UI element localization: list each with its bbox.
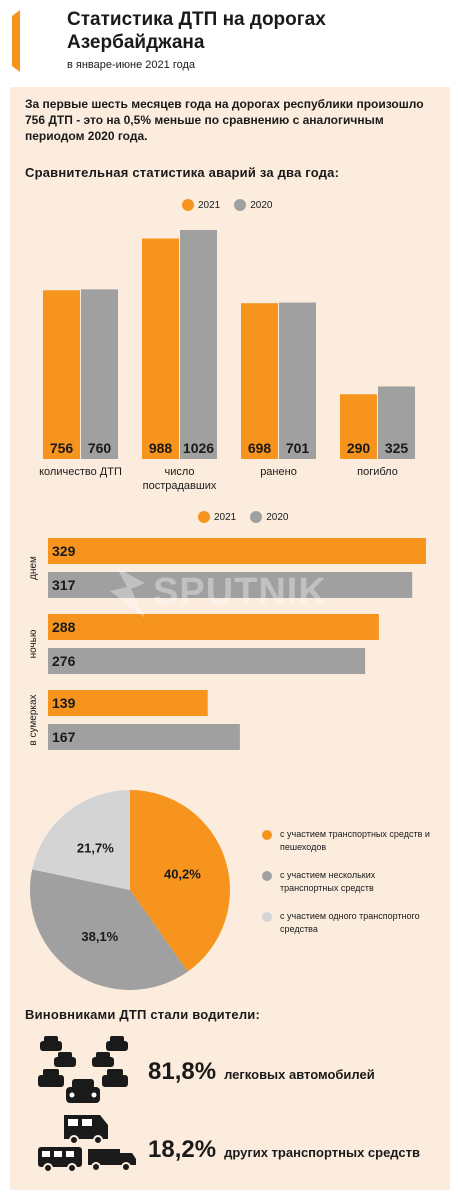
bar-value-label: 290 — [347, 440, 371, 456]
pie-slice — [29, 869, 188, 990]
bar-2021 — [142, 238, 179, 459]
pie-legend-label: с участием одного транспортного средства — [280, 911, 420, 934]
hbar-2020 — [48, 724, 240, 750]
pie-legend: с участием транспортных средств и пешехо… — [262, 828, 432, 936]
page-subtitle: в январе-июне 2021 года — [67, 59, 196, 71]
pie-legend-swatch — [262, 871, 272, 881]
hbar-value-label: 329 — [52, 543, 76, 559]
hbar-value-label: 139 — [52, 695, 76, 711]
legend-2021-swatch — [198, 511, 210, 523]
time-of-day-bar-chart: 329 317 днем 288 276 ночью 139 167 в сумерках — [28, 538, 426, 750]
bar-value-label: 756 — [50, 440, 74, 456]
accidents-bar-chart: 756 760 количество ДТП 988 1026 число пострада… — [39, 230, 415, 492]
legend-2020-label: 2020 — [250, 199, 273, 211]
category-label: ранено — [260, 466, 297, 478]
legend-2021-swatch — [182, 199, 194, 211]
pie-legend-label: с участием нескольких транспортных средс… — [280, 870, 376, 893]
comparison-heading: Сравнительная статистика аварий за два г… — [25, 165, 340, 180]
hbar-2020 — [48, 572, 413, 598]
hbar-2020 — [48, 648, 366, 674]
logo-icon — [12, 10, 54, 72]
bar-value-label: 698 — [248, 440, 272, 456]
hbar-2021 — [48, 614, 379, 640]
sputnik-watermark: SPUTNIK — [105, 563, 365, 623]
hbar-value-label: 288 — [52, 619, 76, 635]
pie-legend-swatch — [262, 830, 272, 840]
pie-slice — [130, 790, 230, 972]
time-of-day-label: днем — [28, 556, 39, 580]
category-label: число — [164, 466, 194, 478]
bar-2021 — [43, 290, 80, 459]
category-label: количество ДТП — [39, 466, 122, 478]
legend-2020-swatch — [250, 511, 263, 523]
driver-row-other: 18,2% других транспортных средств — [148, 1136, 420, 1164]
trucks-icon — [36, 1113, 140, 1173]
cars-icon — [36, 1035, 132, 1110]
hbar-value-label: 276 — [52, 653, 76, 669]
legend-2020-label: 2020 — [266, 511, 289, 523]
pie-value-label: 21,7% — [77, 840, 114, 855]
pie-legend-label: с участием транспортных средств и пешехо… — [280, 829, 430, 852]
hbar-2021 — [48, 538, 426, 564]
bar-2020 — [180, 230, 217, 459]
pie-legend-swatch — [262, 912, 272, 922]
bar-value-label: 325 — [385, 440, 409, 456]
bar-2020 — [279, 302, 316, 459]
category-label: пострадавших — [143, 480, 217, 492]
accident-type-pie-chart: 40,2% 38,1% 21,7% — [29, 790, 230, 990]
legend-2020-swatch — [234, 199, 247, 211]
hbar-value-label: 317 — [52, 577, 76, 593]
other-percent: 18,2% — [148, 1136, 217, 1163]
intro-text: За первые шесть месяцев года на дорогах … — [25, 97, 424, 143]
bar-2021 — [340, 394, 377, 459]
time-of-day-label: в сумерках — [28, 694, 39, 745]
hbar-legend: 2021 2020 — [198, 511, 289, 523]
bar-value-label: 988 — [149, 440, 173, 456]
pie-slice — [32, 790, 131, 890]
pie-value-label: 38,1% — [81, 929, 118, 944]
pie-value-label: 40,2% — [164, 866, 201, 881]
pie-legend-item: с участием одного транспортного средства — [262, 910, 432, 936]
hbar-2021 — [48, 690, 208, 716]
category-label: погибло — [357, 466, 398, 478]
page-title: Статистика ДТП на дорогах Азербайджана — [67, 9, 326, 53]
time-of-day-label: ночью — [28, 629, 39, 658]
bar-value-label: 701 — [286, 440, 310, 456]
bar-legend: 2021 2020 — [182, 199, 273, 211]
hbar-value-label: 167 — [52, 729, 76, 745]
drivers-heading: Виновниками ДТП стали водители: — [25, 1007, 261, 1022]
cars-label: легковых автомобилей — [224, 1067, 375, 1082]
pie-legend-item: с участием нескольких транспортных средс… — [262, 869, 432, 895]
bar-value-label: 760 — [88, 440, 112, 456]
watermark-text: SPUTNIK — [153, 571, 327, 613]
legend-2021-label: 2021 — [198, 199, 221, 211]
cars-percent: 81,8% — [148, 1058, 217, 1085]
pie-legend-item: с участием транспортных средств и пешехо… — [262, 828, 432, 854]
bar-2020 — [378, 386, 415, 459]
other-label: других транспортных средств — [224, 1145, 420, 1160]
bar-2021 — [241, 303, 278, 459]
driver-row-cars: 81,8% легковых автомобилей — [148, 1058, 375, 1086]
bar-2020 — [81, 289, 118, 459]
bar-value-label: 1026 — [183, 440, 214, 456]
legend-2021-label: 2021 — [214, 511, 237, 523]
